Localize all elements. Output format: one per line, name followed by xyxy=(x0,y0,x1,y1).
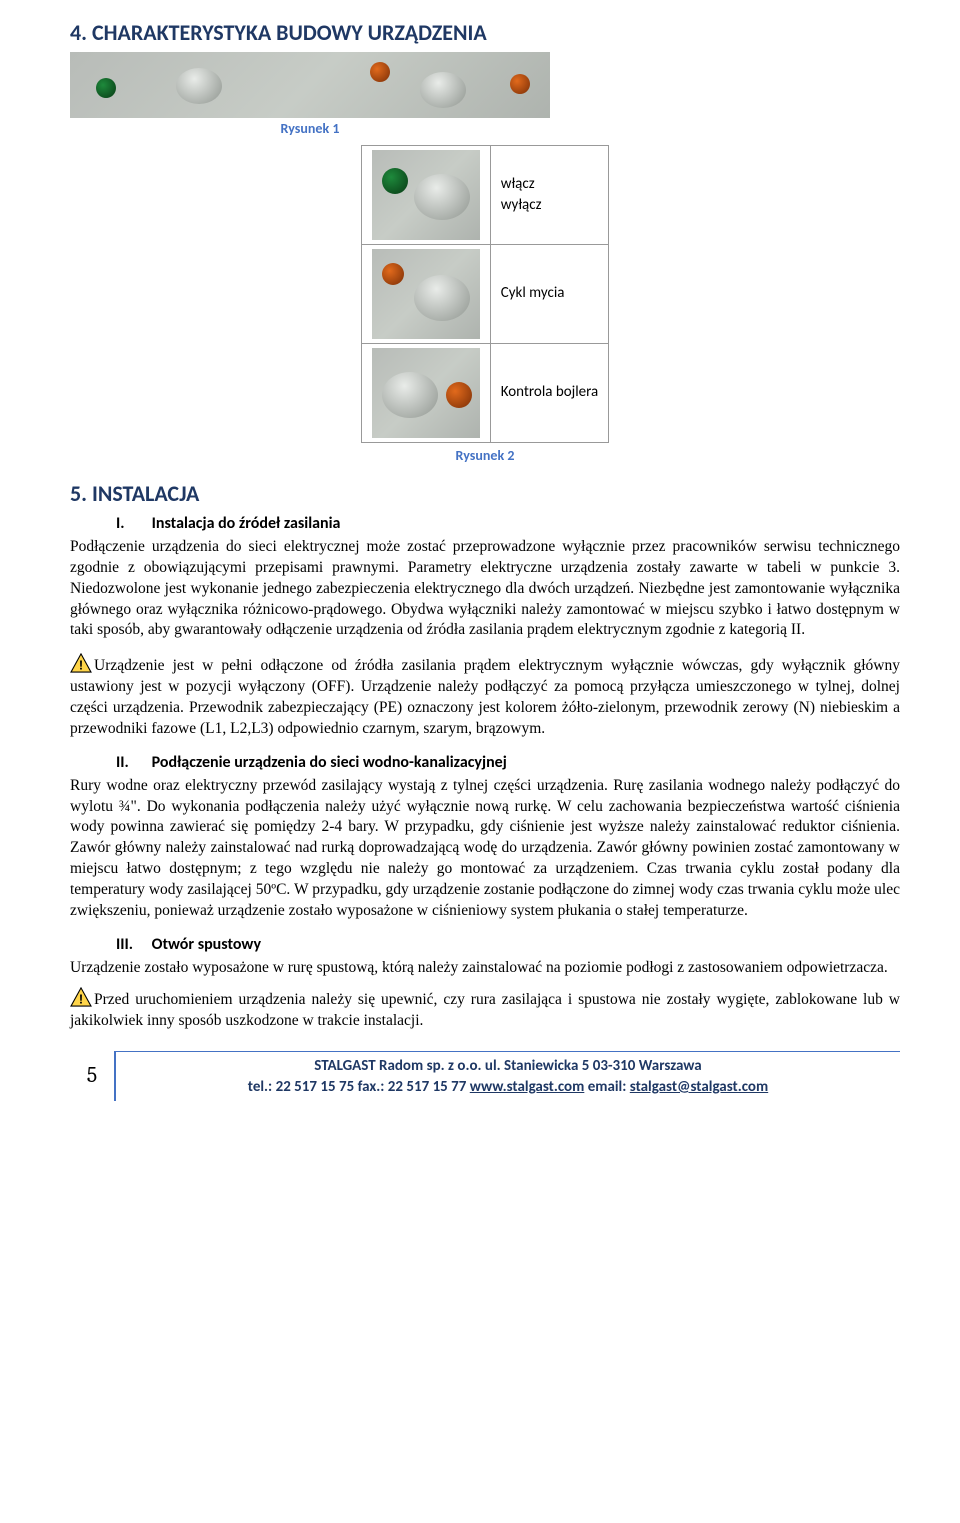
thumb-cycle xyxy=(372,249,480,339)
page-footer: 5 STALGAST Radom sp. z o.o. ul. Staniewi… xyxy=(70,1051,900,1101)
svg-text:!: ! xyxy=(79,658,83,673)
footer-link-email[interactable]: stalgast@stalgast.com xyxy=(630,1078,768,1096)
para-1: Podłączenie urządzenia do sieci elektryc… xyxy=(70,537,900,642)
thumb-switch xyxy=(372,150,480,240)
label-cycle: Cykl mycia xyxy=(490,244,609,343)
silver-button-1 xyxy=(176,68,222,104)
para-2: ! Urządzenie jest w pełni odłączone od ź… xyxy=(70,653,900,740)
warning-icon: ! xyxy=(70,987,92,1007)
silver-button-2 xyxy=(420,72,466,108)
sub-3-roman: III. xyxy=(116,934,148,956)
para-4: Urządzenie zostało wyposażone w rurę spu… xyxy=(70,958,900,979)
footer-line-2-pre: tel.: 22 517 15 75 fax.: 22 517 15 77 xyxy=(248,1078,470,1096)
figure-2-caption: Rysunek 2 xyxy=(315,447,655,466)
footer-text: STALGAST Radom sp. z o.o. ul. Staniewick… xyxy=(116,1051,900,1101)
para-3: Rury wodne oraz elektryczny przewód zasi… xyxy=(70,776,900,922)
section-4-title: 4. CHARAKTERYSTYKA BUDOWY URZĄDZENIA xyxy=(70,18,900,48)
para-5: ! Przed uruchomieniem urządzenia należy … xyxy=(70,987,900,1032)
warning-icon: ! xyxy=(70,653,92,673)
thumb-boiler xyxy=(372,348,480,438)
page-number: 5 xyxy=(70,1051,116,1101)
svg-text:!: ! xyxy=(79,991,83,1006)
sub-2-heading: II. Podłączenie urządzenia do sieci wodn… xyxy=(116,752,900,774)
para-2-text: Urządzenie jest w pełni odłączone od źró… xyxy=(70,657,900,737)
figure-1-photo xyxy=(70,52,550,118)
orange-indicator-1 xyxy=(370,62,390,82)
label-boiler: Kontrola bojlera xyxy=(490,343,609,442)
green-indicator xyxy=(96,78,116,98)
sub-1-heading: I. Instalacja do źródeł zasilania xyxy=(116,513,900,535)
sub-3-title: Otwór spustowy xyxy=(152,935,261,954)
label-switch: włącz wyłącz xyxy=(490,145,609,244)
sub-2-roman: II. xyxy=(116,752,148,774)
footer-line-1: STALGAST Radom sp. z o.o. ul. Staniewick… xyxy=(314,1057,701,1075)
sub-3-heading: III. Otwór spustowy xyxy=(116,934,900,956)
section-5-title: 5. INSTALACJA xyxy=(70,479,900,509)
footer-link-www[interactable]: www.stalgast.com xyxy=(470,1078,585,1096)
sub-2-title: Podłączenie urządzenia do sieci wodno-ka… xyxy=(152,753,507,772)
figure-2-table: włącz wyłącz Cykl mycia Kontrola bojlera xyxy=(361,145,610,443)
sub-1-title: Instalacja do źródeł zasilania xyxy=(152,514,341,533)
orange-indicator-2 xyxy=(510,74,530,94)
para-5-text: Przed uruchomieniem urządzenia należy si… xyxy=(70,991,900,1029)
figure-1-caption: Rysunek 1 xyxy=(70,120,550,139)
sub-1-roman: I. xyxy=(116,513,148,535)
footer-line-2-mid: email: xyxy=(584,1078,629,1096)
